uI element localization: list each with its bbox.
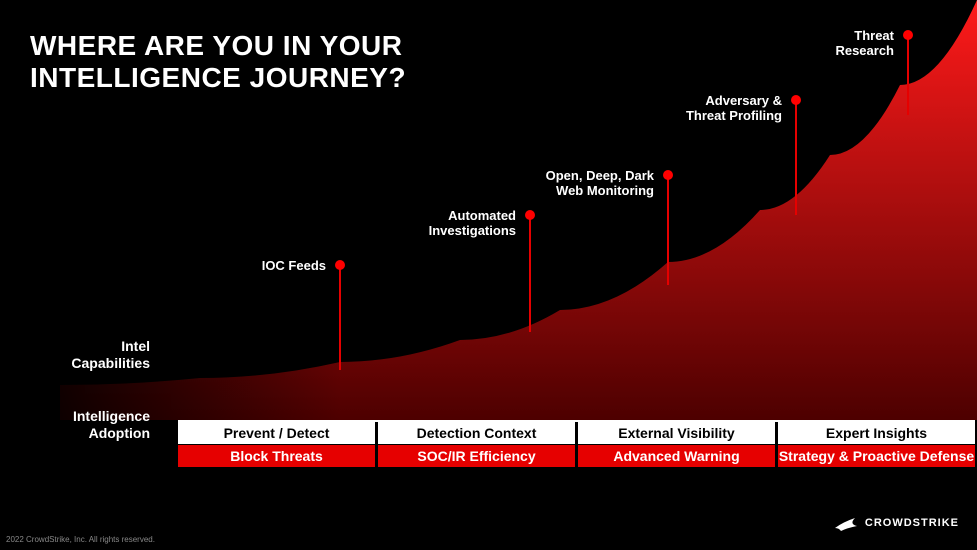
stage-top-cell: Detection Context: [378, 422, 575, 444]
copyright-text: 2022 CrowdStrike, Inc. All rights reserv…: [6, 535, 155, 544]
marker-dot: [791, 95, 801, 105]
stage-bottom-cell: SOC/IR Efficiency: [378, 445, 575, 467]
marker-dot: [663, 170, 673, 180]
brand-lockup: CROWDSTRIKE: [833, 514, 959, 532]
crowdstrike-logo-icon: [833, 514, 859, 532]
marker-stem: [795, 100, 797, 215]
y-axis-label-lower: IntelligenceAdoption: [0, 408, 150, 442]
brand-text: CROWDSTRIKE: [865, 517, 959, 529]
marker-stem: [667, 175, 669, 285]
stage-bottom-cell: Advanced Warning: [578, 445, 775, 467]
marker-label: Open, Deep, DarkWeb Monitoring: [546, 169, 654, 199]
stage-row-top: Prevent / DetectDetection ContextExterna…: [178, 422, 975, 444]
stage-top-cell: External Visibility: [578, 422, 775, 444]
marker-dot: [525, 210, 535, 220]
marker-stem: [339, 265, 341, 370]
marker-label: AutomatedInvestigations: [429, 209, 516, 239]
marker-stem: [529, 215, 531, 332]
marker-label: Adversary &Threat Profiling: [686, 94, 782, 124]
y-axis-label-upper: IntelCapabilities: [0, 338, 150, 372]
marker-dot: [335, 260, 345, 270]
slide-title: WHERE ARE YOU IN YOUR INTELLIGENCE JOURN…: [30, 30, 430, 94]
marker-stem: [907, 35, 909, 115]
stage-bottom-cell: Block Threats: [178, 445, 375, 467]
marker-label: ThreatResearch: [835, 29, 894, 59]
marker-dot: [903, 30, 913, 40]
stage-row-bottom: Block ThreatsSOC/IR EfficiencyAdvanced W…: [178, 445, 975, 467]
stage-top-cell: Prevent / Detect: [178, 422, 375, 444]
stage-bottom-cell: Strategy & Proactive Defense: [778, 445, 975, 467]
stage-top-cell: Expert Insights: [778, 422, 975, 444]
marker-label: IOC Feeds: [262, 259, 326, 274]
